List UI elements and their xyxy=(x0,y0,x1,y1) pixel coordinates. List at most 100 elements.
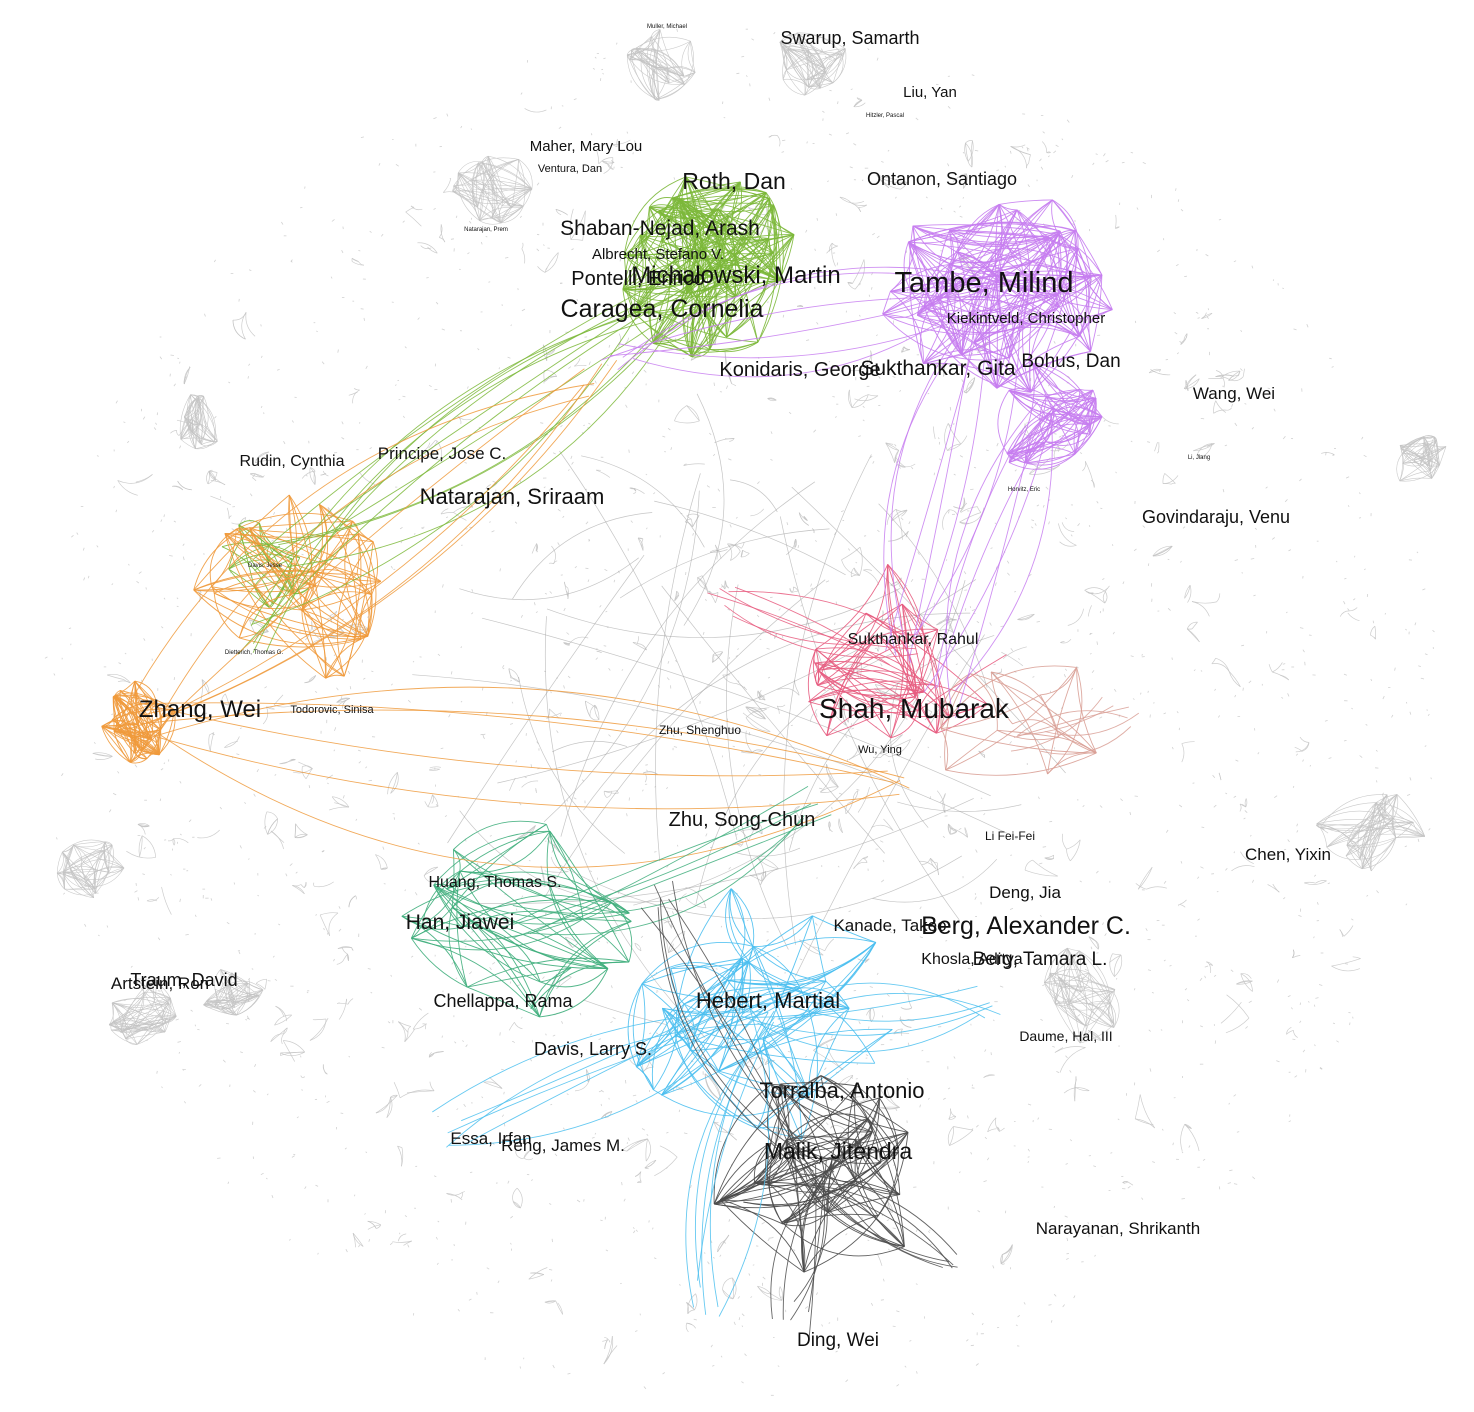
network-node xyxy=(579,1012,582,1016)
network-node xyxy=(1006,560,1010,564)
network-edge xyxy=(972,271,993,343)
network-node xyxy=(453,1243,455,1247)
network-node xyxy=(1017,1314,1021,1318)
network-node xyxy=(1214,1040,1217,1044)
network-edge xyxy=(460,1192,463,1199)
network-node xyxy=(741,1325,744,1328)
network-edge xyxy=(1032,859,1058,877)
network-node xyxy=(417,317,420,320)
network-node xyxy=(871,286,873,290)
network-edge xyxy=(890,629,939,738)
network-edge xyxy=(1301,742,1310,752)
network-edge xyxy=(1058,976,1114,1028)
network-node xyxy=(468,220,472,224)
network-edge xyxy=(1102,591,1106,604)
network-node xyxy=(1406,794,1411,796)
network-node xyxy=(545,1033,547,1036)
network-edge xyxy=(1382,792,1385,795)
network-node xyxy=(810,583,812,587)
network-edge xyxy=(603,1335,613,1365)
network-node xyxy=(451,961,455,965)
network-node xyxy=(548,489,551,492)
network-node xyxy=(463,1103,466,1108)
network-edge xyxy=(1079,950,1094,1044)
network-edge xyxy=(511,205,524,209)
network-edge xyxy=(653,49,660,101)
network-node xyxy=(726,385,728,390)
network-edge xyxy=(1304,880,1327,885)
network-edge xyxy=(880,1106,900,1109)
network-edge xyxy=(530,1272,544,1275)
network-node xyxy=(1200,418,1205,420)
network-node xyxy=(173,677,175,680)
network-edge xyxy=(622,257,782,290)
network-edge xyxy=(750,508,764,517)
network-node xyxy=(198,1084,202,1087)
network-edge xyxy=(1058,976,1087,1027)
network-edge xyxy=(1240,973,1253,992)
network-node xyxy=(587,579,590,583)
network-edge xyxy=(726,584,789,950)
network-edge xyxy=(594,704,598,709)
network-edge xyxy=(479,220,501,225)
network-edge xyxy=(826,764,832,778)
network-edge xyxy=(949,222,1061,232)
network-edge xyxy=(877,644,880,652)
network-edge xyxy=(1293,1030,1298,1038)
network-node xyxy=(866,1179,868,1182)
network-node xyxy=(1172,1142,1174,1146)
network-edge xyxy=(967,140,974,162)
network-edge xyxy=(1339,610,1350,617)
network-node xyxy=(571,248,574,251)
network-node xyxy=(865,1054,869,1056)
network-edge xyxy=(283,1027,288,1035)
network-node xyxy=(1328,757,1332,759)
network-node xyxy=(666,786,669,790)
network-node xyxy=(239,727,242,730)
network-edge xyxy=(300,884,305,888)
network-node xyxy=(526,446,530,449)
network-node xyxy=(834,416,837,418)
network-edge xyxy=(626,49,632,55)
network-edge xyxy=(470,179,532,189)
network-edge xyxy=(239,637,362,648)
network-node xyxy=(838,792,842,795)
network-edge xyxy=(631,192,767,257)
network-edge xyxy=(1375,802,1397,838)
network-edge xyxy=(477,159,519,207)
network-edge xyxy=(134,680,154,740)
network-edge xyxy=(1101,416,1119,425)
network-edge xyxy=(690,519,693,527)
network-node xyxy=(866,1108,869,1112)
network-node xyxy=(959,1171,961,1174)
network-edge xyxy=(232,320,246,340)
network-edge xyxy=(1032,362,1081,390)
network-edge xyxy=(767,398,777,402)
network-edge xyxy=(1046,413,1069,422)
network-edge xyxy=(252,477,257,482)
network-edge xyxy=(423,866,438,877)
network-node xyxy=(138,571,142,574)
network-edge xyxy=(1010,144,1026,148)
network-edge xyxy=(644,1159,657,1169)
network-node xyxy=(1065,1163,1068,1165)
network-edge xyxy=(912,225,1005,246)
network-edge xyxy=(829,827,831,832)
network-edge xyxy=(641,538,644,551)
network-edge xyxy=(1139,1094,1155,1129)
network-node xyxy=(894,443,897,447)
network-edge xyxy=(658,210,726,229)
network-edge xyxy=(347,998,354,1005)
network-node xyxy=(915,1283,918,1285)
network-edge xyxy=(312,504,328,572)
network-node xyxy=(1233,1094,1237,1097)
network-edge xyxy=(653,67,656,100)
network-edge xyxy=(352,389,360,404)
network-node xyxy=(1418,665,1421,667)
network-edge xyxy=(1045,424,1091,443)
network-edge xyxy=(1088,390,1097,425)
network-edge xyxy=(420,245,432,250)
network-edge xyxy=(717,208,780,281)
network-edge xyxy=(947,443,961,451)
network-node xyxy=(521,308,526,312)
